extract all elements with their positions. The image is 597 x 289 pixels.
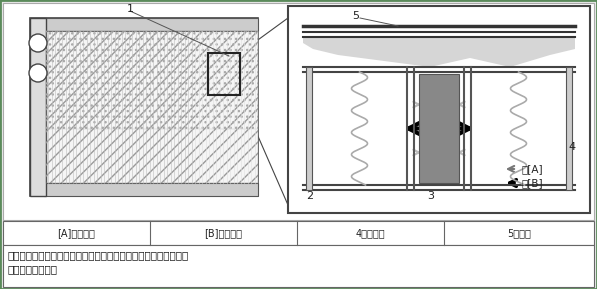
- Text: 5: 5: [352, 11, 359, 21]
- Bar: [3, 221, 594, 245]
- Bar: [306, 67, 312, 190]
- Bar: [30, 18, 46, 196]
- Text: [A]：　蓄冷: [A]： 蓄冷: [57, 228, 95, 238]
- Bar: [288, 6, 590, 213]
- Bar: [44, 18, 258, 31]
- Text: 4．フィン: 4．フィン: [355, 228, 385, 238]
- Text: 5．冷媒: 5．冷媒: [507, 228, 531, 238]
- Text: 1: 1: [127, 4, 134, 14]
- Text: 2: 2: [306, 191, 313, 201]
- Text: 3: 3: [427, 191, 435, 201]
- Text: 図４　エコクールの効果。蓄冷材封入エバポレータ搭載車と非搭: 図４ エコクールの効果。蓄冷材封入エバポレータ搭載車と非搭: [8, 250, 189, 260]
- Polygon shape: [303, 37, 575, 67]
- Text: [B]：　放冷: [B]： 放冷: [204, 228, 242, 238]
- Bar: [3, 245, 594, 287]
- Bar: [46, 31, 258, 183]
- Circle shape: [29, 64, 47, 82]
- Bar: [566, 67, 572, 190]
- Bar: [419, 74, 459, 183]
- Text: 載車の温度比較。: 載車の温度比較。: [8, 264, 58, 274]
- Bar: [3, 3, 594, 220]
- Bar: [30, 18, 258, 196]
- Circle shape: [29, 34, 47, 52]
- Text: ：[A]: ：[A]: [521, 164, 543, 174]
- Bar: [46, 31, 258, 129]
- Text: ：[B]: ：[B]: [521, 178, 543, 188]
- Text: 4: 4: [568, 142, 576, 153]
- Bar: [208, 53, 240, 95]
- Bar: [44, 183, 258, 196]
- Bar: [46, 31, 258, 183]
